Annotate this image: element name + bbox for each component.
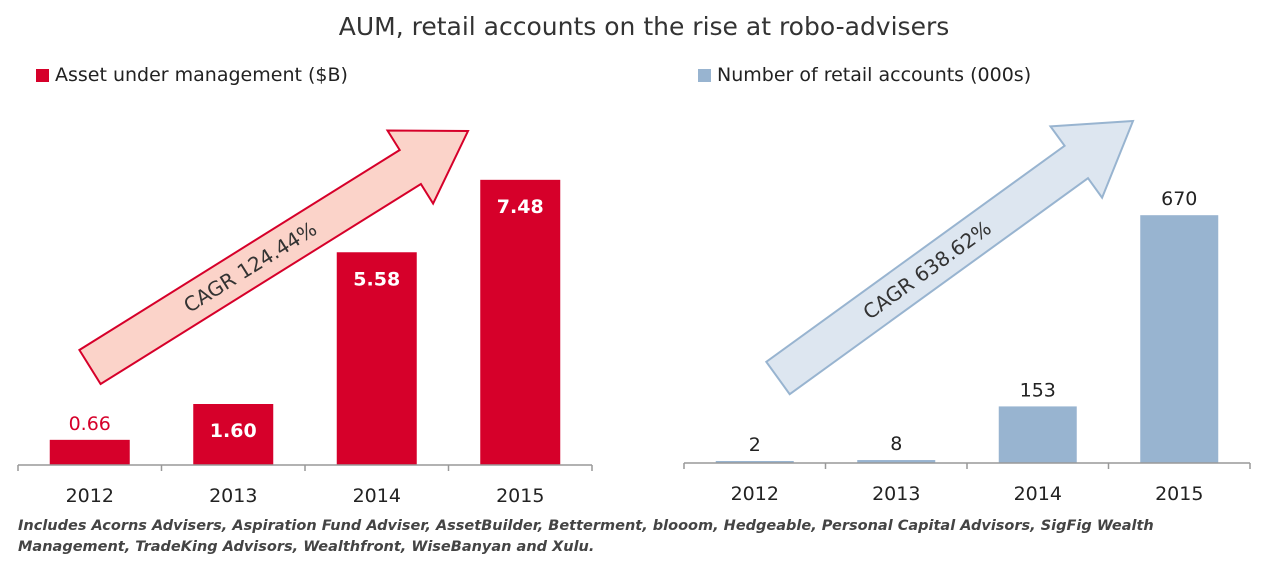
footnote: Includes Acorns Advisers, Aspiration Fun… (18, 518, 1154, 555)
bar-aum-2015 (480, 179, 561, 465)
bar-aum-2012 (49, 439, 130, 465)
tick-label-aum-2012: 2012 (66, 485, 114, 507)
legend-aum: Asset under management ($B) (36, 64, 348, 86)
legend-label-accounts: Number of retail accounts (000s) (717, 64, 1032, 86)
cagr-arrow-accounts (764, 119, 1135, 396)
bar-accounts-2012 (715, 461, 794, 463)
tick-label-aum-2013: 2013 (209, 485, 257, 507)
bar-accounts-2014 (998, 406, 1077, 463)
legend-swatch-aum (36, 68, 49, 82)
data-label-aum-2013: 1.60 (210, 420, 257, 442)
legend-swatch-accounts (698, 68, 711, 82)
cagr-label-accounts: CAGR 638.62% (859, 216, 996, 325)
bar-aum-2013 (193, 404, 274, 465)
cagr-arrow-aum (78, 129, 470, 386)
bar-aum-2014 (336, 252, 417, 465)
tick-label-aum-2015: 2015 (496, 485, 544, 507)
cagr-label-aum: CAGR 124.44% (179, 217, 321, 318)
data-label-aum-2014: 5.58 (353, 268, 400, 290)
data-label-aum-2012: 0.66 (69, 413, 111, 435)
bar-accounts-2013 (857, 460, 936, 463)
data-label-accounts-2015: 670 (1161, 188, 1197, 210)
tick-label-accounts-2012: 2012 (731, 483, 779, 505)
legend-accounts: Number of retail accounts (000s) (698, 64, 1031, 86)
legend-label-aum: Asset under management ($B) (55, 64, 348, 86)
chart-panel-aum: CAGR 124.44% 0.66 2012 1.60 2013 5.58 2014 7.48… (17, 129, 593, 507)
tick-label-aum-2014: 2014 (353, 485, 401, 507)
chart-panel-accounts: CAGR 638.62% 2 2012 8 2013 153 2014 670 2015 (683, 119, 1251, 505)
data-label-accounts-2012: 2 (749, 434, 761, 456)
data-label-aum-2015: 7.48 (497, 196, 544, 218)
data-label-accounts-2014: 153 (1020, 379, 1056, 401)
data-label-accounts-2013: 8 (890, 433, 902, 455)
tick-label-accounts-2015: 2015 (1155, 483, 1203, 505)
bar-accounts-2015 (1140, 215, 1219, 463)
chart-title: AUM, retail accounts on the rise at robo… (338, 12, 950, 41)
tick-label-accounts-2013: 2013 (872, 483, 920, 505)
tick-label-accounts-2014: 2014 (1014, 483, 1062, 505)
